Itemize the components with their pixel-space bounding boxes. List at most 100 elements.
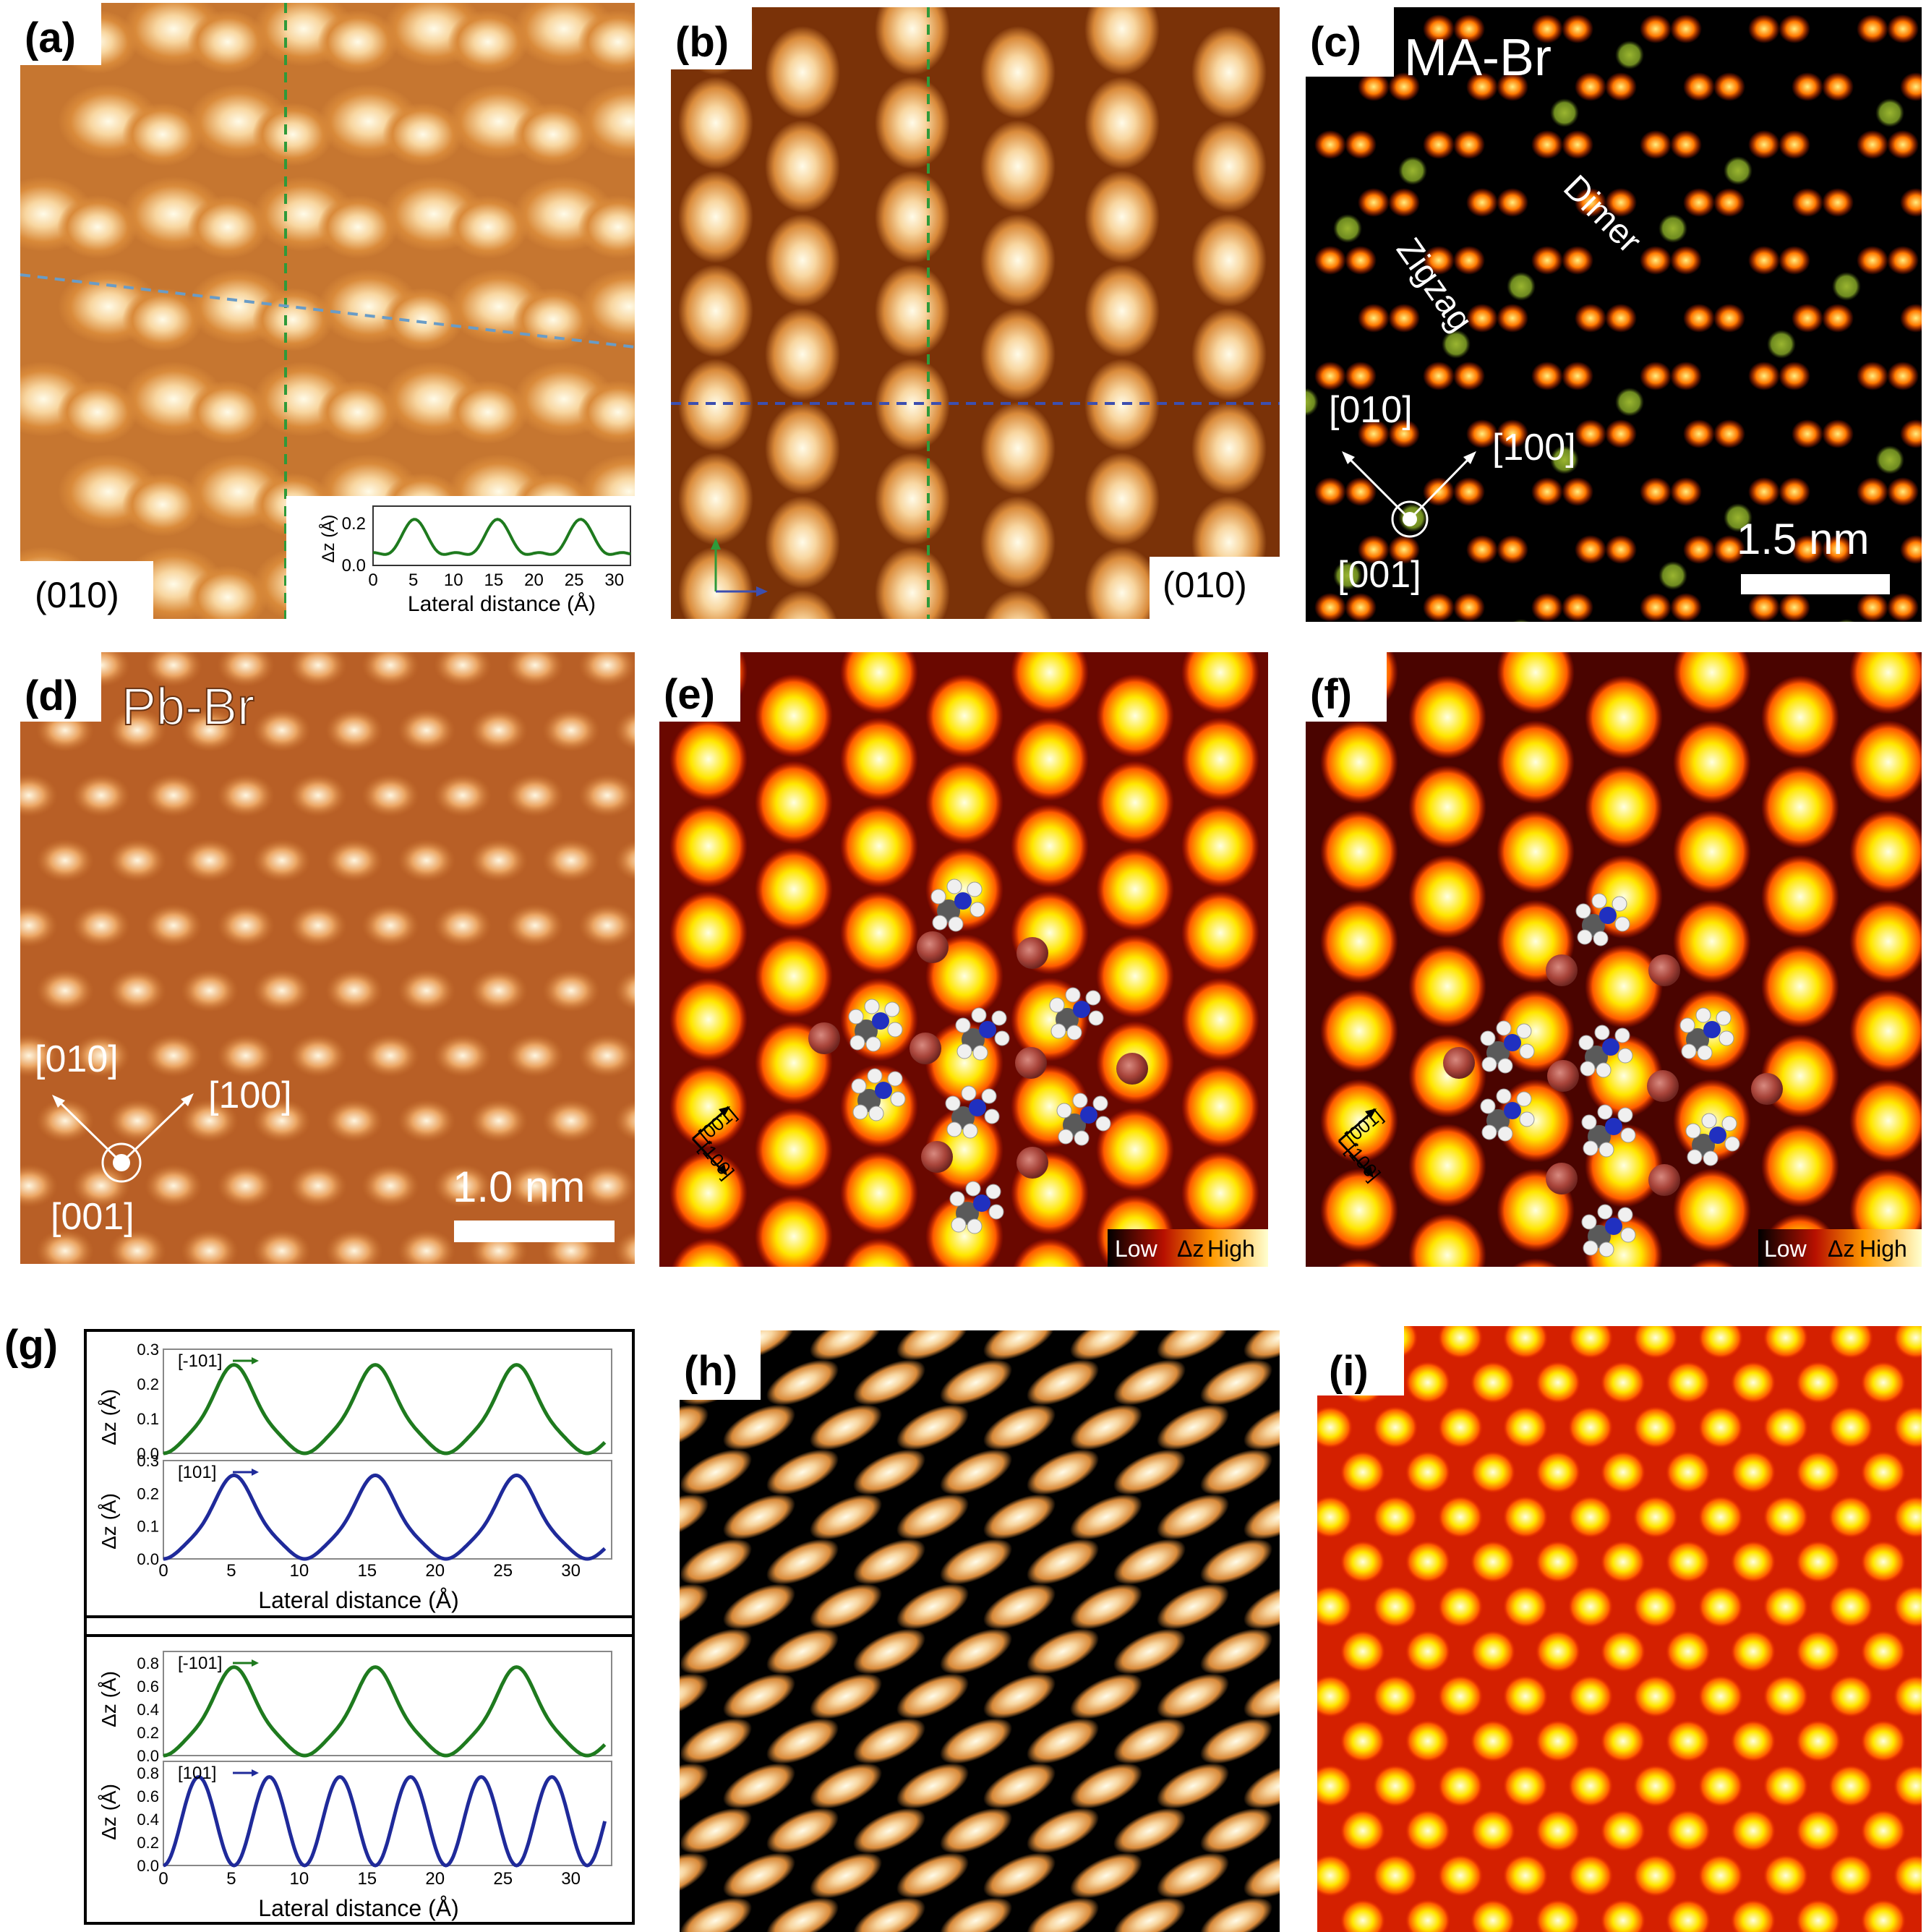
panel-h-topography-feature <box>810 1494 882 1540</box>
panel-g-xtick: 25 <box>493 1561 513 1581</box>
panel-a-topography-feature <box>317 380 398 444</box>
panel-i-lattice-feature <box>1340 1540 1386 1583</box>
panel-e-label: (e) <box>664 671 715 718</box>
panel-f-axis-arrows <box>1338 1108 1377 1178</box>
panel-f-ma-molecule <box>1581 1204 1636 1257</box>
panel-e-topography-feature <box>1011 652 1089 714</box>
panel-i-lattice-feature <box>1763 1854 1809 1897</box>
panel-i-lattice-feature <box>1437 1585 1484 1628</box>
panel-c-dimer-atom <box>1531 477 1563 506</box>
panel-h-topography-feature <box>723 1583 795 1630</box>
panel-b-topography-feature <box>875 453 950 545</box>
panel-h-topography-feature <box>680 1494 709 1540</box>
panel-c-zigzag-atom <box>1832 272 1861 301</box>
panel-c-dir-001: [001] <box>1338 554 1421 596</box>
panel-i-lattice-feature <box>1698 1406 1744 1449</box>
panel-h-topography-feature <box>896 1763 969 1809</box>
panel-g-ytick: 0.3 <box>137 1341 159 1359</box>
panel-c-dimer-atom <box>1887 14 1919 43</box>
panel-i-lattice-feature <box>1567 1764 1614 1808</box>
panel-i-lattice-feature <box>1632 1585 1679 1628</box>
panel-c-dimer-atom <box>1779 362 1810 390</box>
panel-c-zigzag-atom <box>1767 330 1796 359</box>
panel-h-topography-feature <box>723 1852 795 1899</box>
panel-a-inset-xtick: 5 <box>408 570 418 590</box>
panel-a-topography-feature <box>122 473 203 537</box>
panel-h-topography-feature <box>1113 1628 1186 1675</box>
panel-h-topography-feature <box>1200 1628 1272 1675</box>
panel-f-colorbar-high: High <box>1859 1236 1907 1262</box>
panel-d-lattice-feature <box>361 652 419 687</box>
panel-i-lattice-feature <box>1698 1764 1744 1808</box>
panel-g-bottom-legend-2: [101] <box>178 1764 216 1783</box>
panel-e-ma-molecule <box>930 879 985 932</box>
panel-c-dimer-atom <box>1605 419 1637 448</box>
panel-f-topography-feature <box>1673 720 1751 804</box>
panel-d-lattice-feature <box>434 652 492 687</box>
panel-h-topography-feature <box>1200 1449 1272 1495</box>
panel-c-dimer-atom <box>1900 188 1922 217</box>
panel-i-lattice-feature <box>1632 1675 1679 1718</box>
panel-i-lattice-feature <box>1317 1854 1353 1897</box>
panel-d-lattice-feature <box>36 1099 94 1142</box>
panel-a-topography-feature <box>448 195 528 259</box>
panel-i-lattice-feature <box>1730 1630 1776 1673</box>
panel-a-topography-feature <box>122 288 203 351</box>
panel-d-lattice-feature <box>36 839 94 882</box>
panel-c-dimer-atom <box>1358 188 1390 217</box>
panel-d-lattice-feature <box>181 969 239 1012</box>
panel-h-topography-feature <box>1027 1718 1099 1764</box>
panel-c-dimer-atom <box>1670 130 1702 159</box>
panel-i-lattice-feature <box>1567 1406 1614 1449</box>
panel-c-zigzag-atom <box>1306 388 1319 416</box>
panel-b-topography-feature <box>765 308 840 401</box>
panel-g-xtick: 15 <box>357 1869 377 1889</box>
panel-d-lattice-feature <box>72 774 130 817</box>
panel-d-lattice-feature <box>217 1034 275 1077</box>
panel-d-lattice-feature <box>434 1034 492 1077</box>
panel-f-br-atom <box>1443 1047 1475 1079</box>
panel-c-dimer-atom <box>1531 246 1563 275</box>
panel-h-topography-feature <box>1070 1404 1142 1450</box>
panel-d-lattice-feature <box>72 904 130 947</box>
panel-d-lattice-feature <box>253 969 311 1012</box>
panel-e-topography-feature <box>669 978 748 1061</box>
panel-g-bottom-xlabel: Lateral distance (Å) <box>258 1895 458 1921</box>
panel-i-lattice-feature <box>1340 1719 1386 1763</box>
panel-c-dimer-atom <box>1887 246 1919 275</box>
panel-c-dir-010: [010] <box>1329 389 1413 431</box>
panel-a-inset-xlabel: Lateral distance (Å) <box>408 592 596 616</box>
panel-c-dimer-atom <box>1779 593 1810 622</box>
panel-f-colorbar-mid: Δz <box>1828 1236 1854 1262</box>
panel-g-bottom-profile-101-neg <box>163 1665 607 1758</box>
panel-b-topography-feature <box>875 7 950 75</box>
panel-h-topography-feature <box>853 1808 925 1854</box>
panel-b-topography-feature <box>1084 77 1160 169</box>
panel-d-lattice-feature <box>615 1230 635 1264</box>
panel-i-lattice-feature <box>1535 1540 1581 1583</box>
panel-c-dimer-atom <box>1683 304 1715 333</box>
panel-f-topography-feature <box>1497 810 1575 894</box>
panel-i-lattice-feature <box>1730 1719 1776 1763</box>
panel-f-topography-feature <box>1497 652 1575 714</box>
panel-d-lattice-feature <box>615 709 635 751</box>
panel-b: (b) (010) <box>671 7 1280 619</box>
panel-b-topography-feature <box>678 453 753 545</box>
panel-c-dimer-atom <box>1748 593 1780 622</box>
panel-e-br-atom <box>808 1022 840 1054</box>
panel-c-dimer-atom <box>1466 419 1498 448</box>
panel-b-topography-feature <box>765 26 840 119</box>
panel-d-lattice-feature <box>361 904 419 947</box>
panel-f-topography-feature <box>1673 1168 1751 1252</box>
panel-i-lattice-feature <box>1632 1764 1679 1808</box>
panel-c-dimer-atom <box>1887 477 1919 506</box>
panel-i-lattice-feature <box>1437 1326 1484 1359</box>
panel-c-dimer-atom <box>1466 188 1498 217</box>
panel-i-lattice-feature <box>1795 1630 1841 1673</box>
panel-c-dimer-atom <box>1887 362 1919 390</box>
panel-e-topography-feature <box>840 1151 918 1235</box>
panel-h-topography-feature <box>1200 1539 1272 1585</box>
panel-a-topography-feature <box>252 288 333 351</box>
panel-b-topography-feature <box>678 265 753 357</box>
panel-c-dimer-atom <box>1497 419 1528 448</box>
